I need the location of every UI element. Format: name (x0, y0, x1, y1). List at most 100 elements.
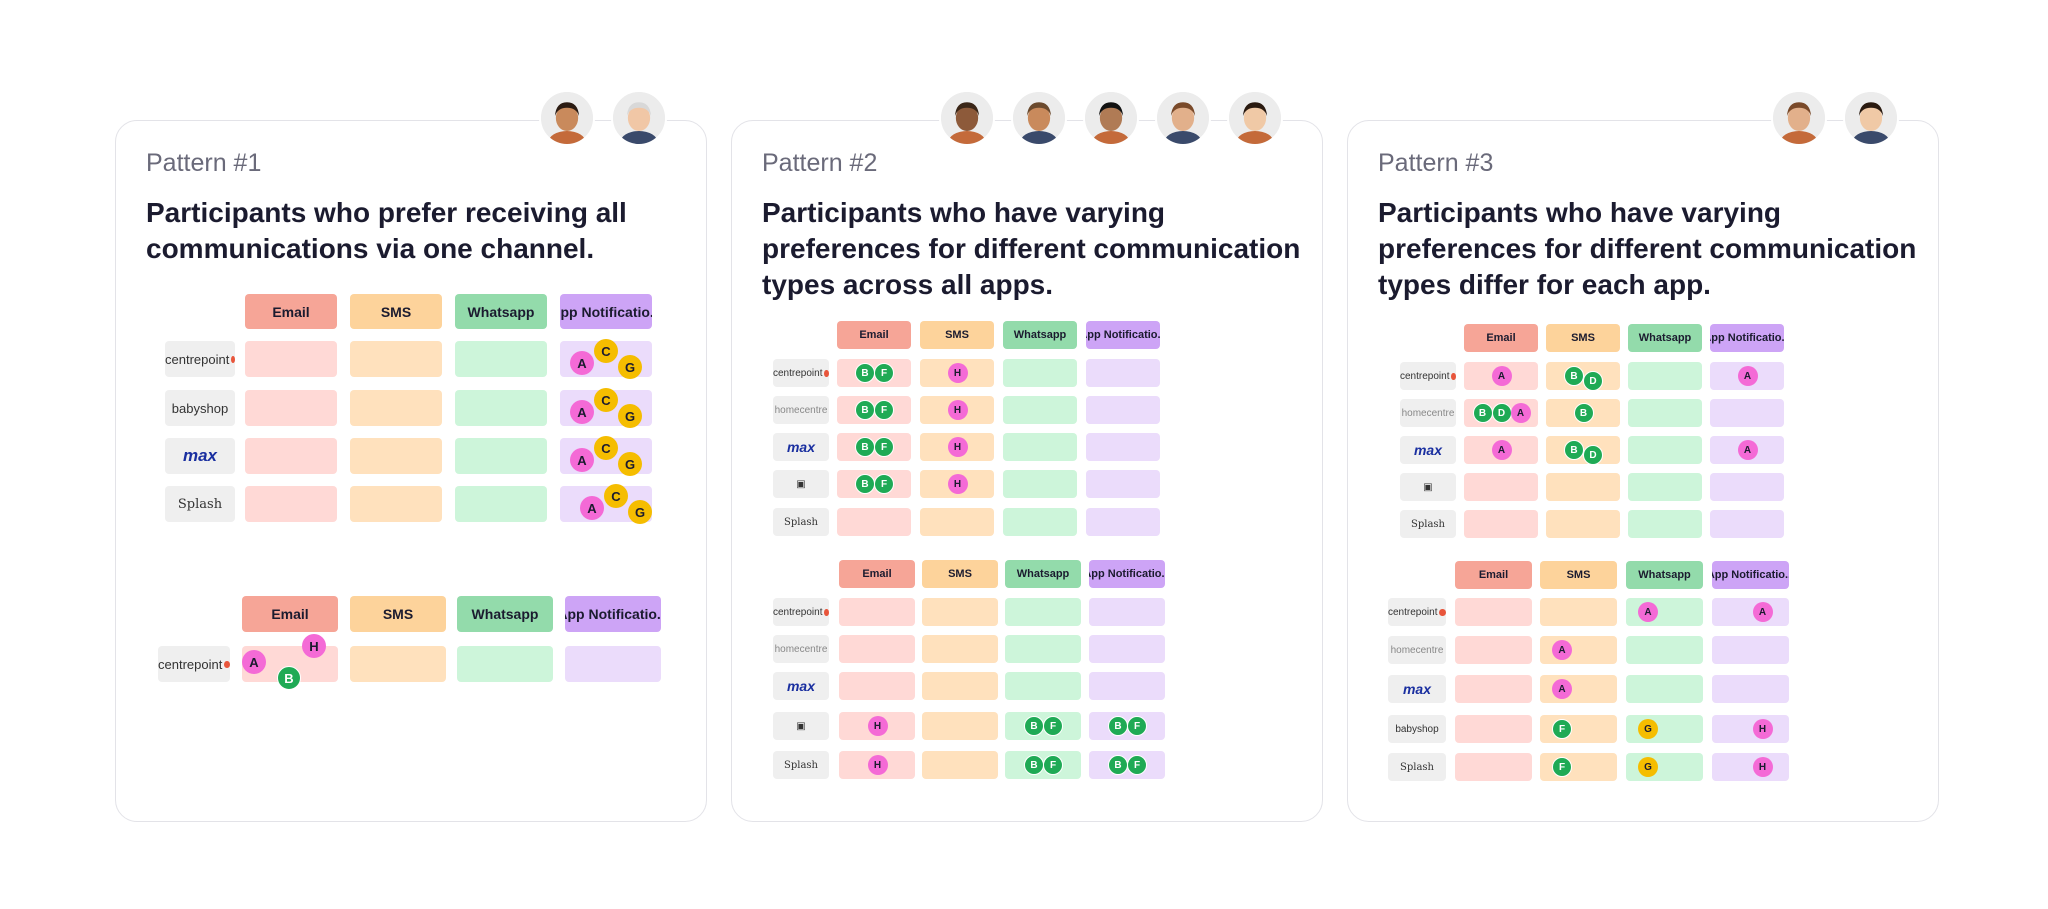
cell-sms[interactable] (1546, 473, 1620, 501)
cell-app-notifications[interactable] (1089, 598, 1165, 626)
cell-sms[interactable] (922, 598, 998, 626)
cell-whatsapp[interactable] (455, 341, 547, 377)
cell-sms[interactable] (350, 646, 446, 682)
cell-email[interactable] (245, 438, 337, 474)
cell-whatsapp[interactable] (1003, 508, 1077, 536)
cell-whatsapp[interactable] (1003, 470, 1077, 498)
cell-whatsapp[interactable] (1628, 473, 1702, 501)
column-header-whatsapp: Whatsapp (1626, 561, 1703, 589)
cell-whatsapp[interactable] (1628, 436, 1702, 464)
brand-logo-homecentre: homecentre (1400, 399, 1456, 427)
cell-email[interactable] (839, 635, 915, 663)
cell-email[interactable] (1464, 510, 1538, 538)
cell-sms[interactable] (1546, 510, 1620, 538)
cell-whatsapp[interactable] (1626, 675, 1703, 703)
cell-app-notifications[interactable] (1089, 672, 1165, 700)
brand-logo-homecentre: homecentre (773, 396, 829, 424)
cell-app-notifications[interactable] (1712, 715, 1789, 743)
cell-app-notifications[interactable] (1712, 675, 1789, 703)
participant-chip-g: G (618, 452, 642, 476)
cell-email[interactable] (1455, 675, 1532, 703)
participant-chip-a: A (570, 400, 594, 424)
cell-email[interactable] (245, 486, 337, 522)
participant-chip-h: H (947, 400, 968, 420)
cell-app-notifications[interactable] (1712, 636, 1789, 664)
cell-email[interactable] (1464, 473, 1538, 501)
cell-app-notifications[interactable] (1086, 470, 1160, 498)
brand-name: centrepoint (1388, 606, 1438, 618)
cell-app-notifications[interactable] (1712, 753, 1789, 781)
brand-name: centrepoint (165, 351, 230, 367)
cell-app-notifications[interactable] (1086, 433, 1160, 461)
cell-app-notifications[interactable] (1089, 635, 1165, 663)
cell-app-notifications[interactable] (1710, 510, 1784, 538)
brand-name: centrepoint (773, 606, 823, 618)
brand-name: ▣ (796, 720, 806, 732)
cell-app-notifications[interactable] (1710, 399, 1784, 427)
participant-chip-d: D (1583, 371, 1603, 391)
cell-app-notifications[interactable] (1086, 508, 1160, 536)
cell-sms[interactable] (922, 712, 998, 740)
column-header-whatsapp: Whatsapp (457, 596, 553, 632)
cell-email[interactable] (839, 672, 915, 700)
column-header-email: Email (839, 560, 915, 588)
brand-name: centrepoint (1400, 370, 1450, 382)
cell-whatsapp[interactable] (1628, 399, 1702, 427)
cell-whatsapp[interactable] (457, 646, 553, 682)
cell-sms[interactable] (920, 508, 994, 536)
cell-email[interactable] (1455, 715, 1532, 743)
cell-whatsapp[interactable] (1003, 433, 1077, 461)
cell-email[interactable] (245, 390, 337, 426)
cell-whatsapp[interactable] (1005, 598, 1081, 626)
cell-app-notifications[interactable] (1710, 473, 1784, 501)
participant-chip-a: A (1491, 366, 1512, 386)
cell-email[interactable] (1455, 753, 1532, 781)
participant-chip-d: D (1583, 445, 1603, 465)
brand-logo-max: max (773, 672, 829, 700)
cell-sms[interactable] (350, 438, 442, 474)
cell-whatsapp[interactable] (1005, 635, 1081, 663)
cell-sms[interactable] (922, 672, 998, 700)
participant-chip-f: F (1127, 755, 1147, 775)
brand-logo-homecentre: homecentre (773, 635, 829, 663)
cell-app-notifications[interactable] (565, 646, 661, 682)
brand-name: babyshop (1395, 723, 1439, 735)
pattern-card-3: Pattern #3 Participants who have varying… (1347, 120, 1939, 822)
cell-whatsapp[interactable] (1005, 672, 1081, 700)
cell-email[interactable] (1455, 636, 1532, 664)
participant-chip-a: A (1737, 366, 1758, 386)
cell-sms[interactable] (350, 390, 442, 426)
cell-whatsapp[interactable] (1628, 510, 1702, 538)
brand-name: max (786, 678, 816, 694)
column-header-sms: SMS (350, 294, 442, 329)
cell-whatsapp[interactable] (1628, 362, 1702, 390)
cell-email[interactable] (837, 508, 911, 536)
cell-sms[interactable] (922, 635, 998, 663)
brand-logo-centrepoint: centrepoint (773, 359, 829, 387)
brand-name: max (1413, 442, 1443, 458)
cell-whatsapp[interactable] (455, 438, 547, 474)
column-header-sms: SMS (920, 321, 994, 349)
cell-sms[interactable] (922, 751, 998, 779)
cell-email[interactable] (839, 598, 915, 626)
cell-app-notifications[interactable] (1712, 598, 1789, 626)
cell-whatsapp[interactable] (455, 390, 547, 426)
cell-sms[interactable] (350, 486, 442, 522)
participant-chip-g: G (618, 404, 642, 428)
cell-email[interactable] (245, 341, 337, 377)
cell-app-notifications[interactable] (1086, 396, 1160, 424)
cell-whatsapp[interactable] (1626, 636, 1703, 664)
pattern-title: Participants who have varying preference… (762, 197, 1301, 300)
cell-whatsapp[interactable] (1003, 396, 1077, 424)
cell-whatsapp[interactable] (455, 486, 547, 522)
avatar (939, 90, 995, 146)
brand-logo-babyshop: babyshop (165, 390, 235, 426)
cell-email[interactable] (1455, 598, 1532, 626)
cell-sms[interactable] (350, 341, 442, 377)
participant-chip-g: G (1638, 757, 1658, 777)
participant-chip-f: F (874, 474, 894, 494)
brand-dot-icon (224, 660, 230, 668)
cell-whatsapp[interactable] (1003, 359, 1077, 387)
cell-sms[interactable] (1540, 598, 1617, 626)
cell-app-notifications[interactable] (1086, 359, 1160, 387)
